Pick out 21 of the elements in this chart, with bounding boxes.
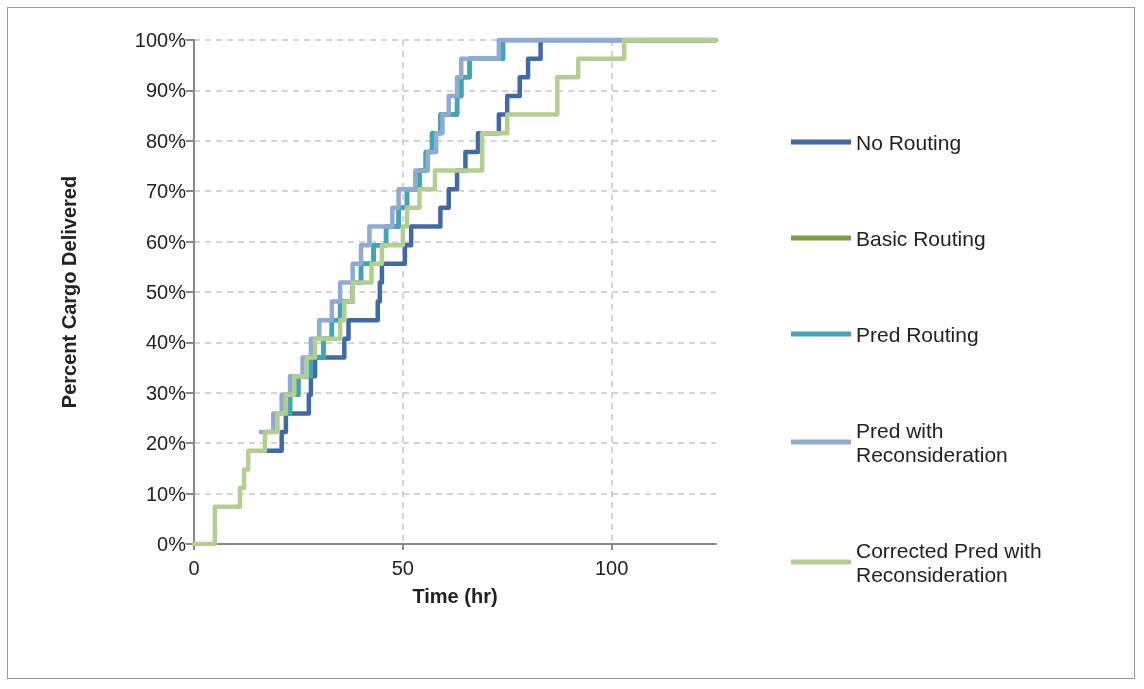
y-axis-title: Percent Cargo Delivered — [58, 175, 80, 409]
y-tick-label: 40% — [145, 331, 187, 354]
y-tick-label: 90% — [145, 79, 187, 102]
legend-label: No Routing — [856, 130, 962, 154]
y-tick-label: 60% — [145, 230, 187, 253]
y-tick-label: 0% — [157, 533, 187, 555]
x-tick-label: 0 — [188, 557, 200, 579]
y-tick-label: 80% — [145, 129, 187, 152]
x-tick-label: 50 — [391, 557, 414, 579]
legend-label: Basic Routing — [856, 226, 986, 250]
x-axis-title: Time (hr) — [412, 585, 498, 607]
x-tick-label: 100 — [594, 557, 629, 579]
legend-label: Pred with Reconsideration — [856, 418, 1008, 466]
y-tick-label: 100% — [134, 29, 187, 51]
y-tick-label: 20% — [145, 432, 187, 455]
legend-label: Corrected Pred with Reconsideration — [856, 538, 1048, 586]
y-tick-label: 50% — [145, 281, 187, 303]
y-tick-label: 10% — [145, 482, 187, 505]
y-tick-label: 70% — [145, 180, 187, 203]
y-tick-label: 30% — [145, 381, 187, 404]
legend-label: Pred Routing — [856, 322, 979, 346]
